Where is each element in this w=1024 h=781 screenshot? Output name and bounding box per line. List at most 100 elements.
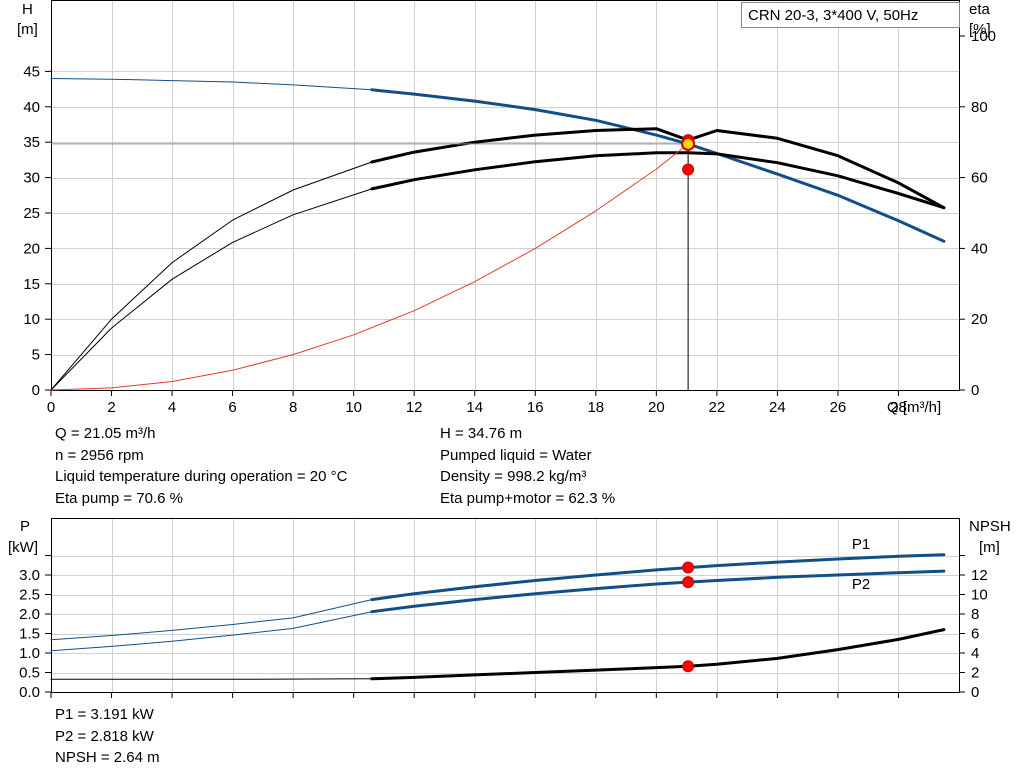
h-axis-tick-label: 15 [23,276,40,293]
h-axis-tick-label: 5 [32,347,40,364]
h-axis-tick-label: 40 [23,99,40,116]
eta-axis-tick-label: 100 [971,28,996,45]
q-axis-tick-label: 2 [107,399,115,416]
eta-pump-motor-curve [50,151,946,391]
p-axis-tick-label: 1.5 [19,626,40,643]
power-plot-grid [51,518,959,693]
p1-curve-extension [50,599,373,641]
q-axis-tick-label: 8 [289,399,297,416]
info-pumped-liquid: Pumped liquid = Water [440,446,592,464]
h-axis-unit: [m] [17,21,38,38]
q-axis-tick-label: 12 [406,399,423,416]
q-axis-title: Q [m³/h] [887,399,941,416]
p2-curve-line [370,569,946,614]
npsh-curve [50,628,946,681]
q-axis-tick-label: 10 [345,399,362,416]
p2-curve [50,569,946,652]
npsh-axis-tick-label: 12 [971,567,988,584]
p1-curve-line [370,553,946,602]
p-axis-tick-label: 3.0 [19,567,40,584]
eta-pump-motor-curve-line [370,151,946,210]
h-axis-tick-label: 20 [23,240,40,257]
info-p2: P2 = 2.818 kW [55,727,154,745]
npsh-axis-title: NPSH [969,518,1011,535]
info-npsh: NPSH = 2.64 m [55,749,160,766]
info-power: P1 = 3.191 kW P2 = 2.818 kW NPSH = 2.64 … [55,704,160,769]
top-plot-frame [51,0,960,391]
eta-axis-title: eta [969,1,991,18]
eta-pump-motor-marker [682,163,695,176]
h-axis-title: H [22,1,33,18]
p1-series-label: P1 [852,536,870,553]
npsh-marker [682,660,695,673]
head-curve-extension [50,78,373,91]
p-axis-tick-label: 2.5 [19,587,40,604]
p-axis-tick-label: 0.0 [19,684,40,701]
head-curve-line [370,88,946,243]
p-axis-unit: [kW] [8,539,38,556]
p1-curve [50,553,946,641]
q-axis-tick-label: 24 [769,399,786,416]
info-eta-pump: Eta pump = 70.6 % [55,489,183,507]
eta-axis-tick-label: 40 [971,240,988,257]
q-axis-tick-label: 14 [466,399,483,416]
p1-marker [682,561,695,574]
system-curve [50,143,689,391]
q-axis-tick-label: 20 [648,399,665,416]
p2-series-label: P2 [852,576,870,593]
q-axis-tick-label: 22 [709,399,726,416]
npsh-axis-tick-label: 6 [971,626,979,643]
info-main-left: Q = 21.05 m³/h n = 2956 rpm Liquid tempe… [55,423,347,509]
p2-curve-extension [50,611,373,652]
npsh-axis-unit: [m] [979,539,1000,556]
eta-axis-tick-label: 80 [971,99,988,116]
q-axis-tick-label: 0 [47,399,55,416]
p-axis-tick-label: 2.0 [19,606,40,623]
eta-axis-tick-label: 20 [971,311,988,328]
h-axis-tick-label: 30 [23,170,40,187]
npsh-axis-tick-label: 4 [971,645,979,662]
chart-title-box [741,2,960,28]
q-axis-tick-label: 18 [587,399,604,416]
info-density: Density = 998.2 kg/m³ [440,468,587,485]
npsh-axis-tick-label: 2 [971,665,979,682]
h-axis-tick-label: 25 [23,205,40,222]
info-p1: P1 = 3.191 kW [55,706,154,723]
system-curve-line [50,143,689,391]
npsh-curve-line [370,628,946,681]
q-axis-tick-label: 28 [890,399,907,416]
top-plot-grid [51,1,959,391]
p-axis-title: P [20,518,30,535]
p-axis-tick-label: 1.0 [19,645,40,662]
eta-axis-tick-label: 60 [971,170,988,187]
h-axis-tick-label: 10 [23,311,40,328]
chart-title: CRN 20-3, 3*400 V, 50Hz [748,7,918,24]
duty-point-marker [681,136,696,151]
eta-axis-unit: [%] [969,21,991,38]
info-flow: Q = 21.05 m³/h [55,425,156,442]
info-liquid-temperature: Liquid temperature during operation = 20… [55,468,348,485]
h-axis-tick-label: 35 [23,134,40,151]
head-curve [50,78,946,243]
npsh-axis-tick-label: 0 [971,684,979,701]
info-eta-pump-motor: Eta pump+motor = 62.3 % [440,489,616,507]
h-axis-tick-label: 0 [32,382,40,399]
npsh-axis-tick-label: 8 [971,606,979,623]
eta-axis-tick-label: 0 [971,382,979,399]
npsh-axis-tick-label: 10 [971,587,988,604]
eta-pump-curve-extension [50,161,373,391]
info-main-right: H = 34.76 m Pumped liquid = Water Densit… [440,423,615,509]
p-axis-tick-label: 0.5 [19,665,40,682]
q-axis-tick-label: 26 [830,399,847,416]
q-axis-tick-label: 4 [168,399,176,416]
q-axis-tick-label: 16 [527,399,544,416]
p2-marker [682,576,695,589]
eta-pump-motor-curve-extension [50,188,373,391]
h-axis-tick-label: 45 [23,63,40,80]
npsh-curve-extension [50,678,373,680]
q-axis-tick-label: 6 [228,399,236,416]
power-plot-frame [51,518,960,693]
info-speed: n = 2956 rpm [55,446,144,464]
info-head: H = 34.76 m [440,425,523,442]
